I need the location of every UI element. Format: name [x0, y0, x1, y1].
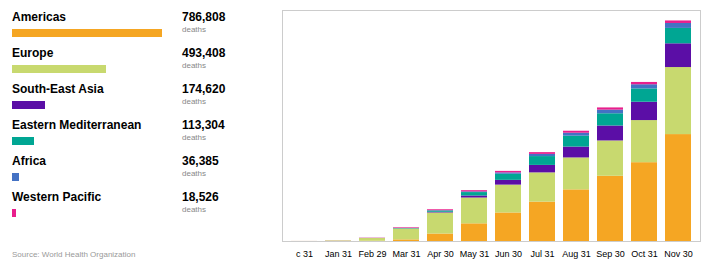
html-text:Eastern Mediterranean: Eastern Mediterranean	[12, 118, 142, 132]
svg-text:Mar 31: Mar 31	[392, 249, 420, 259]
svg-text:Sep 30: Sep 30	[596, 249, 625, 259]
html-text:deaths: deaths	[182, 61, 206, 70]
html-text:174,620: 174,620	[182, 82, 226, 96]
html-text:Africa: Africa	[12, 154, 46, 168]
svg-text:c 31: c 31	[296, 249, 313, 259]
svg-text:Jul 31: Jul 31	[530, 249, 554, 259]
html-text:Western Pacific: Western Pacific	[12, 190, 102, 204]
html-text:Source: World Health Organizat: Source: World Health Organization	[12, 250, 136, 259]
html-text:493,408: 493,408	[182, 46, 226, 60]
svg-text:Feb 29: Feb 29	[358, 249, 386, 259]
svg-text:Jan 31: Jan 31	[325, 249, 352, 259]
html-text:786,808: 786,808	[182, 10, 226, 24]
html-text:36,385: 36,385	[182, 154, 219, 168]
svg-text:Apr 30: Apr 30	[427, 249, 454, 259]
html-text:South-East Asia: South-East Asia	[12, 82, 104, 96]
svg-text:Nov 30: Nov 30	[664, 249, 693, 259]
html-text:deaths: deaths	[182, 205, 206, 214]
svg-text:Oct 31: Oct 31	[631, 249, 658, 259]
html-text:Americas: Americas	[12, 10, 66, 24]
svg-text:Aug 31: Aug 31	[562, 249, 591, 259]
html-text:Europe: Europe	[12, 46, 54, 60]
html-text:deaths: deaths	[182, 169, 206, 178]
svg-text:May 31: May 31	[460, 249, 490, 259]
html-text:deaths: deaths	[182, 25, 206, 34]
html-text:18,526: 18,526	[182, 190, 219, 204]
html-text:deaths: deaths	[182, 133, 206, 142]
html-text:deaths: deaths	[182, 97, 206, 106]
svg-text:Jun 30: Jun 30	[495, 249, 522, 259]
html-text:113,304: 113,304	[182, 118, 225, 132]
